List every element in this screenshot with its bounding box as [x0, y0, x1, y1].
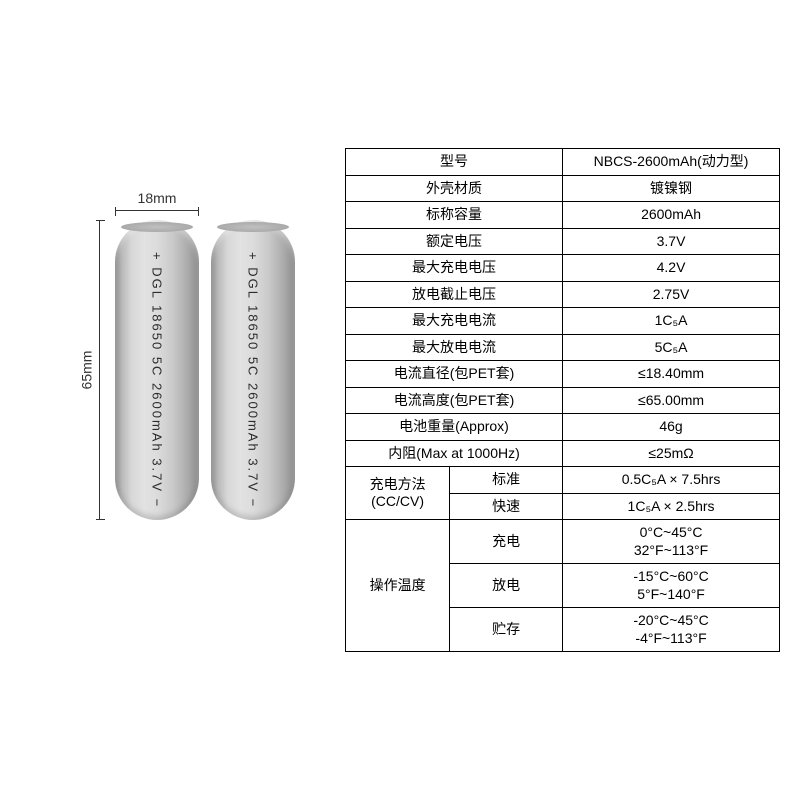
- battery-print-text: + DGL 18650 5C 2600mAh 3.7V −: [246, 252, 261, 508]
- height-ruler: 65mm: [85, 220, 105, 520]
- table-row: 最大放电电流5C₅A: [346, 334, 780, 361]
- spec-label: 标称容量: [346, 202, 563, 229]
- spec-value: -15°C~60°C5°F~140°F: [563, 564, 780, 608]
- spec-label: 放电截止电压: [346, 281, 563, 308]
- spec-sublabel: 标准: [450, 467, 563, 494]
- battery-print-text: + DGL 18650 5C 2600mAh 3.7V −: [150, 252, 165, 508]
- spec-value: ≤65.00mm: [563, 387, 780, 414]
- spec-value: 4.2V: [563, 255, 780, 282]
- spec-value: 1C₅A × 2.5hrs: [563, 493, 780, 520]
- spec-label: 电池重量(Approx): [346, 414, 563, 441]
- table-row: 型号NBCS-2600mAh(动力型): [346, 149, 780, 176]
- spec-value: 5C₅A: [563, 334, 780, 361]
- spec-value: 3.7V: [563, 228, 780, 255]
- battery-cell: + DGL 18650 5C 2600mAh 3.7V −: [211, 220, 295, 520]
- table-row: 外壳材质镀镍钢: [346, 175, 780, 202]
- spec-label: 电流直径(包PET套): [346, 361, 563, 388]
- spec-label: 电流高度(包PET套): [346, 387, 563, 414]
- spec-sublabel: 快速: [450, 493, 563, 520]
- spec-label: 最大放电电流: [346, 334, 563, 361]
- width-value: 18mm: [115, 190, 199, 206]
- page-root: 18mm 65mm + DGL 18650 5C 2600mAh 3.7V − …: [0, 0, 800, 800]
- battery-diagram: 18mm 65mm + DGL 18650 5C 2600mAh 3.7V − …: [25, 60, 345, 740]
- spec-label: 型号: [346, 149, 563, 176]
- spec-value: 46g: [563, 414, 780, 441]
- spec-label: 内阻(Max at 1000Hz): [346, 440, 563, 467]
- table-row: 电流直径(包PET套)≤18.40mm: [346, 361, 780, 388]
- spec-label: 外壳材质: [346, 175, 563, 202]
- table-row: 内阻(Max at 1000Hz)≤25mΩ: [346, 440, 780, 467]
- spec-sublabel: 贮存: [450, 608, 563, 652]
- spec-value: 0.5C₅A × 7.5hrs: [563, 467, 780, 494]
- table-row: 最大充电电流1C₅A: [346, 308, 780, 335]
- height-value: 65mm: [78, 351, 94, 390]
- spec-table: 型号NBCS-2600mAh(动力型)外壳材质镀镍钢标称容量2600mAh额定电…: [345, 148, 780, 652]
- table-row: 最大充电电压4.2V: [346, 255, 780, 282]
- spec-value: 2.75V: [563, 281, 780, 308]
- width-ruler: 18mm: [115, 190, 199, 218]
- spec-value: 0°C~45°C32°F~113°F: [563, 520, 780, 564]
- battery-cell: + DGL 18650 5C 2600mAh 3.7V −: [115, 220, 199, 520]
- spec-label: 最大充电电压: [346, 255, 563, 282]
- table-row: 操作温度充电0°C~45°C32°F~113°F: [346, 520, 780, 564]
- battery-pair: + DGL 18650 5C 2600mAh 3.7V − + DGL 1865…: [115, 220, 295, 520]
- table-row: 充电方法(CC/CV)标准0.5C₅A × 7.5hrs: [346, 467, 780, 494]
- spec-group-label: 操作温度: [346, 520, 450, 652]
- table-row: 额定电压3.7V: [346, 228, 780, 255]
- spec-label: 最大充电电流: [346, 308, 563, 335]
- spec-sublabel: 放电: [450, 564, 563, 608]
- spec-value: 2600mAh: [563, 202, 780, 229]
- table-row: 标称容量2600mAh: [346, 202, 780, 229]
- spec-value: NBCS-2600mAh(动力型): [563, 149, 780, 176]
- spec-value: -20°C~45°C-4°F~113°F: [563, 608, 780, 652]
- spec-group-label: 充电方法(CC/CV): [346, 467, 450, 520]
- spec-value: 1C₅A: [563, 308, 780, 335]
- spec-value: ≤18.40mm: [563, 361, 780, 388]
- spec-value: 镀镍钢: [563, 175, 780, 202]
- spec-sublabel: 充电: [450, 520, 563, 564]
- spec-panel: 型号NBCS-2600mAh(动力型)外壳材质镀镍钢标称容量2600mAh额定电…: [345, 148, 780, 652]
- table-row: 电池重量(Approx)46g: [346, 414, 780, 441]
- spec-value: ≤25mΩ: [563, 440, 780, 467]
- table-row: 电流高度(包PET套)≤65.00mm: [346, 387, 780, 414]
- spec-label: 额定电压: [346, 228, 563, 255]
- table-row: 放电截止电压2.75V: [346, 281, 780, 308]
